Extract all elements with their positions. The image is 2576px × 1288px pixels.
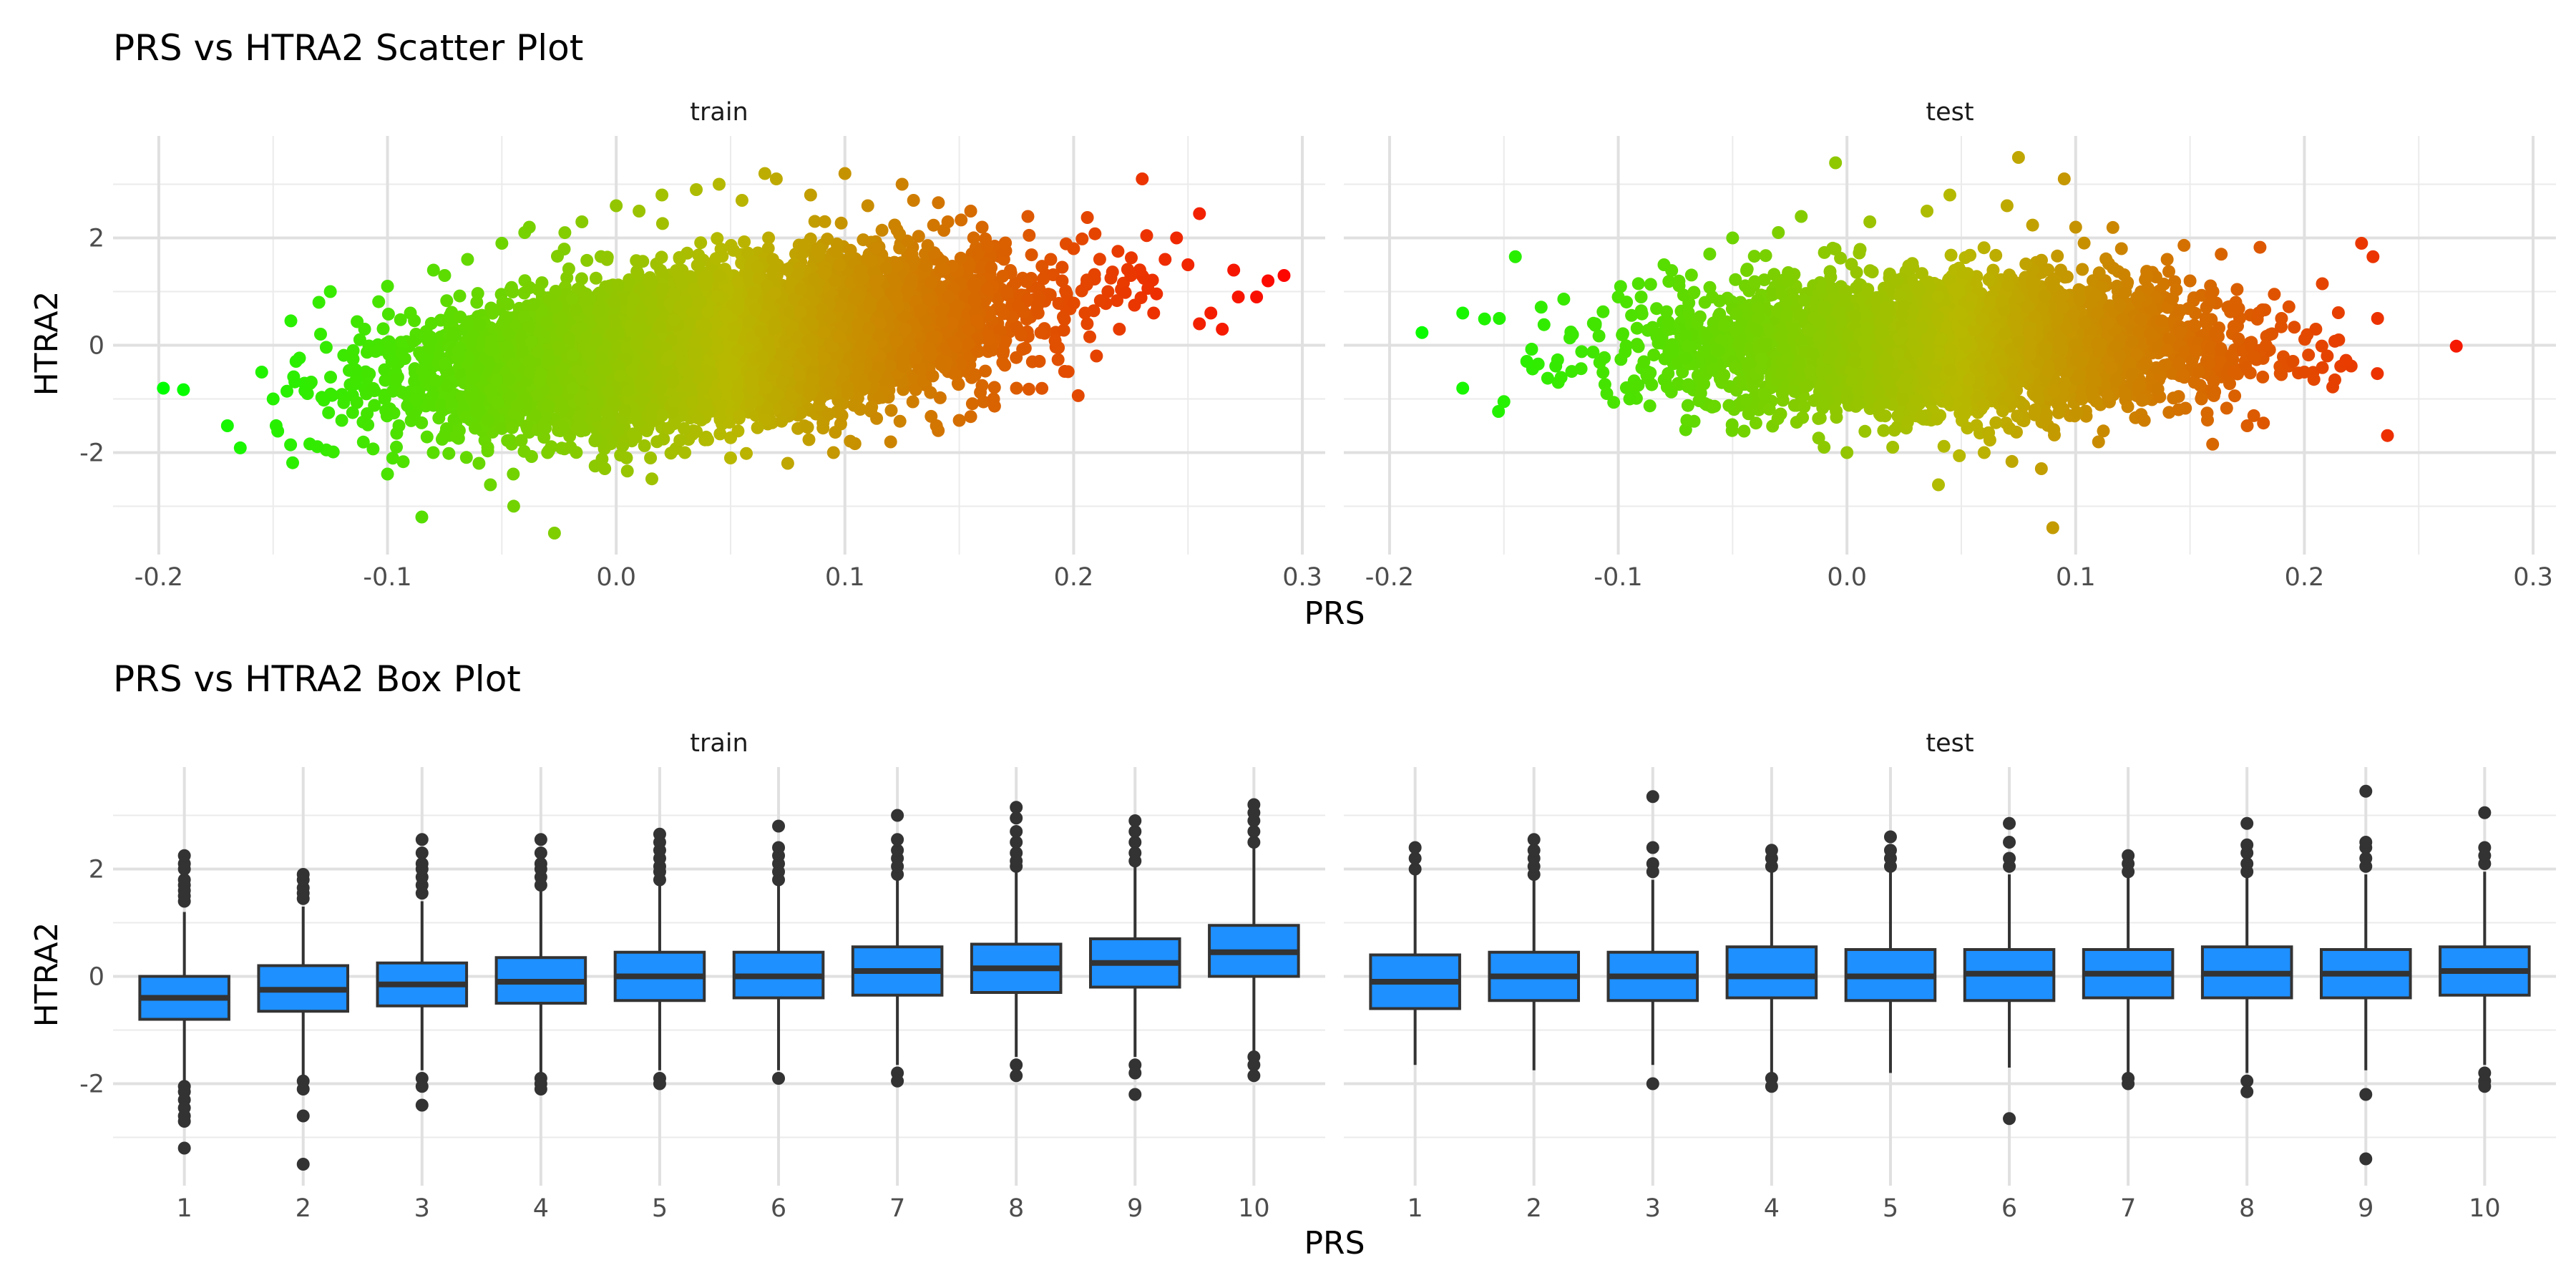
scatter-point [967, 231, 980, 245]
scatter-panel-train: -0.2 -0.1 0.0 0.1 0.2 0.3-202 [79, 136, 1325, 592]
scatter-point [1083, 330, 1096, 343]
scatter-point [380, 409, 394, 423]
scatter-point [740, 447, 753, 460]
scatter-point [286, 456, 299, 469]
scatter-point [589, 271, 602, 285]
scatter-point [501, 434, 514, 447]
scatter-point [442, 447, 456, 460]
scatter-point [319, 341, 333, 354]
scatter-point [912, 230, 925, 243]
scatter-point [575, 272, 588, 286]
scatter-point [471, 287, 484, 301]
scatter-point [1193, 207, 1206, 220]
scatter-point [955, 213, 968, 227]
scatter-point [906, 395, 919, 409]
scatter-point [932, 196, 945, 210]
scatter-point [645, 472, 658, 486]
scatter-point [177, 383, 190, 396]
scatter-y-axis-title: HTRA2 [29, 291, 65, 396]
scatter-point [1093, 294, 1107, 308]
scatter-point [376, 322, 390, 336]
scatter-point [762, 231, 776, 245]
scatter-point [1111, 294, 1123, 308]
scatter-point [1022, 382, 1035, 396]
scatter-point [694, 236, 708, 250]
scatter-density-cloud [177, 196, 1206, 513]
scatter-point [507, 499, 520, 513]
scatter-point [1093, 253, 1106, 266]
scatter-point [713, 427, 727, 441]
scatter-point [965, 397, 979, 411]
scatter-point [324, 371, 337, 384]
scatter-point [1052, 341, 1065, 354]
scatter-point [562, 262, 575, 275]
scatter-point [233, 441, 247, 454]
scatter-point [453, 289, 467, 303]
scatter-point [802, 433, 816, 447]
scatter-point [381, 308, 395, 321]
scatter-point [884, 404, 898, 417]
scatter-point [322, 406, 336, 419]
scatter-title: PRS vs HTRA2 Scatter Plot [113, 27, 583, 69]
scatter-strip-train: train [690, 98, 748, 127]
scatter-point [481, 441, 494, 454]
scatter-point [692, 248, 706, 262]
scatter-point [731, 424, 745, 438]
scatter-point [396, 455, 410, 469]
scatter-point [893, 414, 907, 428]
scatter-point [829, 426, 842, 439]
scatter-point [390, 440, 403, 454]
scatter-point [350, 396, 364, 409]
scatter-point [636, 255, 650, 268]
scatter-point [1080, 317, 1094, 331]
scatter-point [366, 442, 380, 456]
scatter-point [284, 314, 298, 328]
scatter-point [314, 328, 327, 341]
scatter-point [1111, 245, 1125, 258]
scatter-point [361, 418, 375, 431]
scatter-strip-test: test [1926, 98, 1974, 127]
scatter-x-axis-title: PRS [1304, 595, 1365, 632]
